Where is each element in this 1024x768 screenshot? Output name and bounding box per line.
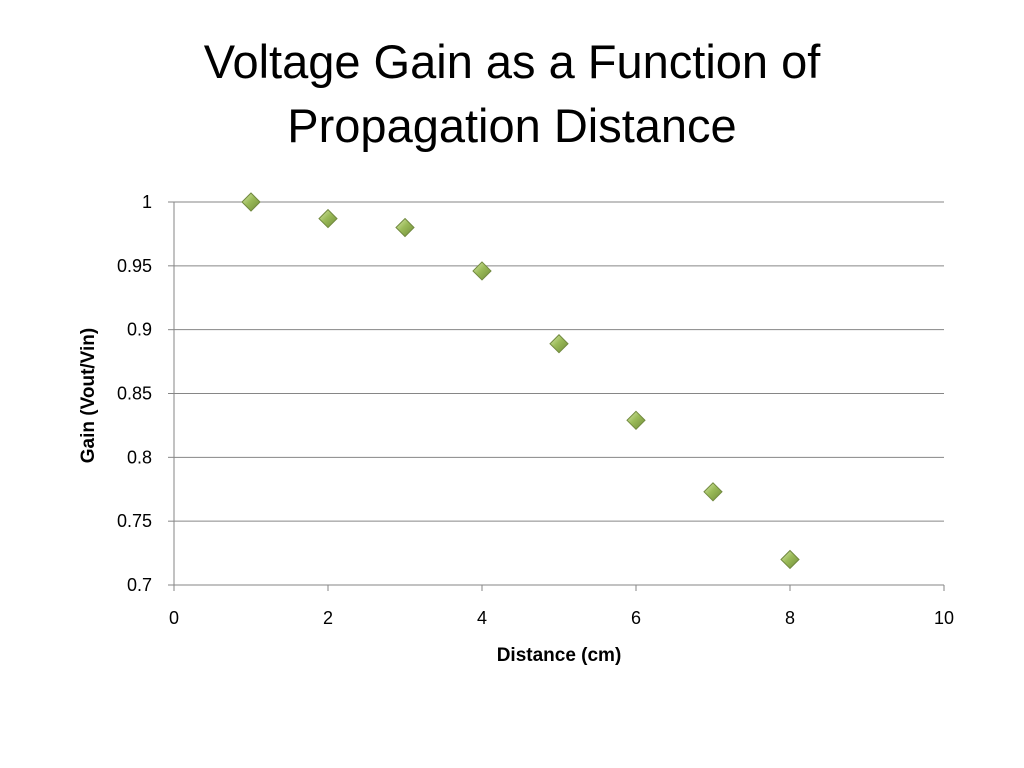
slide-title: Voltage Gain as a Function of Propagatio… [112,30,912,158]
x-axis-title: Distance (cm) [497,645,622,666]
x-tick-label: 4 [477,608,487,628]
x-tick-label: 0 [169,608,179,628]
data-point [626,410,646,431]
gridlines [174,201,944,522]
data-point [549,334,569,354]
y-tick-label: 0.85 [117,384,152,404]
y-tick-label: 0.95 [117,256,152,276]
slide-title-line-2: Propagation Distance [287,99,737,152]
x-tick-label: 6 [631,608,641,628]
y-tick-label: 0.75 [117,511,152,531]
slide-title-line-1: Voltage Gain as a Function of [203,35,821,88]
data-point [472,261,492,281]
data-point [395,217,415,238]
data-point [318,208,338,229]
y-tick-label: 0.8 [127,447,152,467]
y-axis-title: Gain (Vout/Vin) [78,328,99,463]
data-point [780,549,800,570]
data-points [241,192,800,570]
x-tick-label: 2 [323,608,333,628]
data-point [241,192,261,212]
x-tick-label: 8 [785,608,795,628]
y-tick-label: 0.9 [127,320,152,340]
data-point [703,482,723,502]
y-tick-label: 0.7 [127,575,152,595]
axes [168,201,945,591]
x-tick-label: 10 [934,608,954,628]
y-tick-label: 1 [142,192,152,212]
